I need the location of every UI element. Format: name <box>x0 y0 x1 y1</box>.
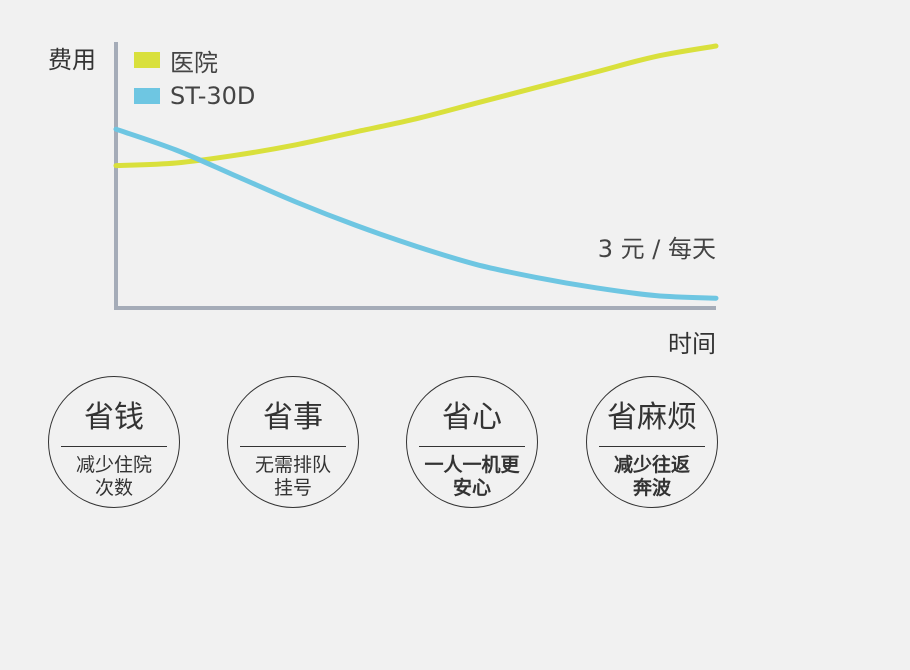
badge-subtitle: 减少往返 奔波 <box>595 454 709 500</box>
badge-divider <box>419 446 525 447</box>
legend-swatch-device <box>134 88 160 104</box>
badge-subtitle: 无需排队 挂号 <box>236 454 350 500</box>
badge-line: 次数 <box>94 477 133 499</box>
x-axis-label: 时间 <box>668 330 716 358</box>
legend-label-device: ST-30D <box>170 82 256 110</box>
y-axis-label: 费用 <box>48 46 96 74</box>
legend-label-hospital: 医院 <box>170 48 218 77</box>
badge-line: 安心 <box>452 477 491 499</box>
legend-swatch-hospital <box>134 52 160 68</box>
series-line-hospital <box>113 43 719 169</box>
badge-divider <box>61 446 167 447</box>
badge-line: 无需排队 <box>254 454 331 476</box>
badge-subtitle: 减少住院 次数 <box>57 454 171 500</box>
badge-line: 一人一机更 <box>424 454 520 476</box>
benefit-badges: 省钱 减少住院 次数 省事 无需排队 挂号 省心 一人一机更 安心 省麻烦 减少… <box>0 376 910 516</box>
legend: 医院 ST-30D <box>134 42 255 114</box>
badge-title: 省心 <box>442 400 502 435</box>
legend-item-hospital: 医院 <box>134 42 255 78</box>
badge-title: 省麻烦 <box>607 400 697 435</box>
badge-subtitle: 一人一机更 安心 <box>415 454 529 500</box>
badge-divider <box>240 446 346 447</box>
cost-chart <box>113 42 719 310</box>
cost-annotation: 3 元 / 每天 <box>597 235 716 263</box>
series-line-device <box>113 126 719 301</box>
legend-item-device: ST-30D <box>134 78 255 114</box>
badge-title: 省钱 <box>84 400 144 435</box>
badge-save-money: 省钱 减少住院 次数 <box>48 376 180 508</box>
badge-line: 挂号 <box>273 477 312 499</box>
badge-title: 省事 <box>263 400 323 435</box>
badge-peace-of-mind: 省心 一人一机更 安心 <box>406 376 538 508</box>
badge-less-hassle: 省麻烦 减少往返 奔波 <box>586 376 718 508</box>
series-layer <box>113 43 719 301</box>
badge-divider <box>599 446 705 447</box>
badge-line: 减少住院 <box>75 454 152 476</box>
badge-line: 减少往返 <box>613 454 690 476</box>
badge-save-effort: 省事 无需排队 挂号 <box>227 376 359 508</box>
badge-line: 奔波 <box>632 477 671 499</box>
